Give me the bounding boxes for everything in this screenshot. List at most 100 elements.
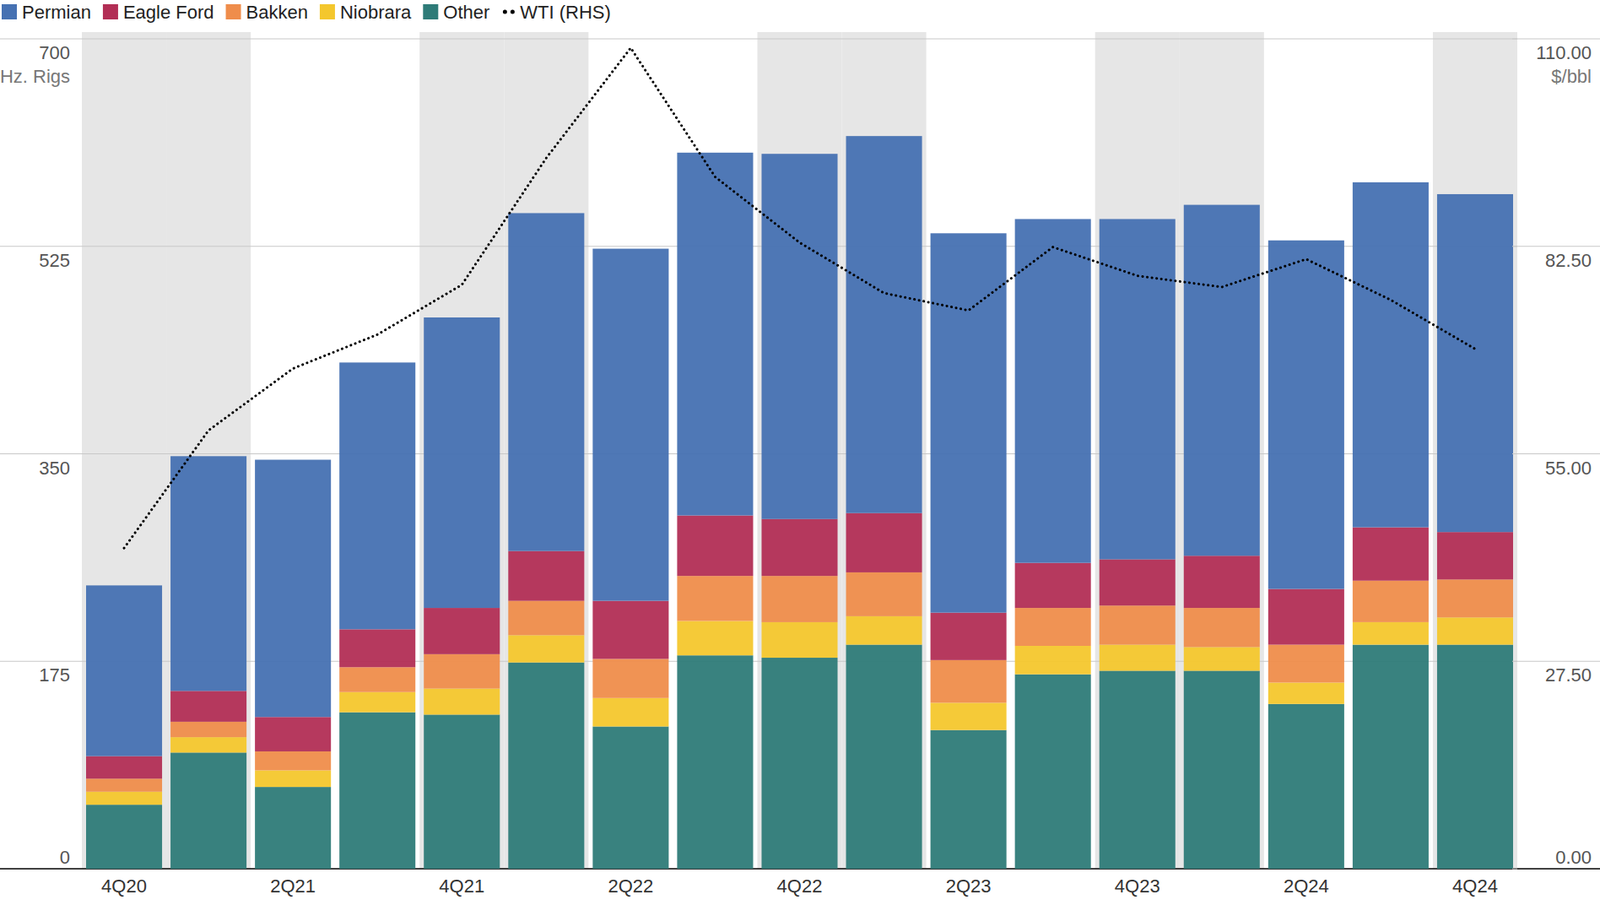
bar	[170, 721, 247, 737]
bar	[1437, 578, 1514, 617]
bar	[1437, 616, 1514, 644]
x-tick-label: 2Q22	[607, 875, 654, 897]
y-label: Hz. Rigs	[0, 65, 71, 87]
bar	[423, 713, 500, 869]
band	[419, 32, 504, 869]
legend-symbol	[510, 10, 515, 15]
legend-label: Eagle Ford	[123, 1, 215, 23]
bar	[930, 729, 1007, 869]
grid-line	[0, 38, 1600, 40]
bar	[339, 628, 416, 667]
bar	[761, 153, 838, 519]
bar	[846, 616, 923, 645]
y-tick-label: 0	[59, 846, 71, 868]
legend-label: Permian	[21, 1, 92, 23]
bar	[1352, 580, 1429, 622]
bar	[339, 666, 416, 692]
legend-symbol	[226, 4, 242, 20]
legend-label: Niobrara	[340, 1, 412, 23]
bar	[676, 515, 753, 577]
y2-tick-label: 55.00	[1545, 457, 1592, 479]
bar	[930, 659, 1007, 703]
y2-tick	[1512, 245, 1518, 247]
bar	[423, 654, 500, 689]
bar	[508, 551, 584, 601]
bar	[170, 736, 247, 752]
bar	[761, 657, 838, 869]
bar	[170, 455, 247, 691]
bar	[1015, 674, 1092, 869]
y2-tick-label: 110.00	[1535, 42, 1592, 64]
legend-symbol	[319, 4, 336, 20]
band	[166, 32, 251, 869]
y-tick-label: 700	[38, 42, 71, 64]
bar	[1099, 558, 1176, 606]
x-tick-label: 4Q21	[438, 875, 485, 897]
bar	[1183, 555, 1260, 608]
legend-label: Other	[443, 1, 490, 23]
bar	[339, 712, 416, 869]
band	[1095, 32, 1180, 869]
bar	[1352, 527, 1429, 581]
legend-symbol	[422, 4, 438, 20]
band	[756, 32, 842, 869]
bar	[86, 791, 163, 805]
bar	[254, 769, 331, 787]
bar	[254, 786, 331, 869]
bar	[423, 317, 500, 608]
bar	[254, 459, 331, 718]
y2-tick-label: 27.50	[1545, 664, 1592, 686]
bar	[508, 662, 584, 869]
bar	[1352, 182, 1429, 528]
bar	[86, 778, 163, 791]
bar	[1183, 205, 1260, 557]
bar	[846, 644, 923, 869]
x-tick-label: 4Q22	[777, 875, 823, 897]
bar	[1268, 682, 1345, 704]
bar	[339, 362, 416, 629]
y2-tick	[1512, 868, 1518, 870]
bar	[1015, 218, 1092, 563]
legend-symbol	[102, 4, 119, 20]
band	[1179, 32, 1265, 869]
bar	[761, 621, 838, 658]
legend-label: WTI (RHS)	[519, 1, 611, 23]
band	[81, 32, 167, 869]
bar	[1015, 645, 1092, 675]
x-tick-label: 2Q24	[1283, 875, 1330, 897]
bar	[846, 513, 923, 573]
band	[1432, 32, 1518, 869]
bar	[86, 584, 163, 756]
y-tick-label: 175	[38, 664, 71, 686]
x-tick-label: 4Q20	[101, 875, 147, 897]
bar	[761, 575, 838, 622]
bar	[930, 612, 1007, 660]
bar	[508, 600, 584, 636]
bar	[1268, 644, 1345, 683]
bar	[1183, 670, 1260, 869]
bar	[1268, 240, 1345, 590]
y2-label: $/bbl	[1551, 65, 1592, 87]
y2-tick	[1512, 660, 1518, 662]
bar	[846, 572, 923, 617]
bar	[761, 518, 838, 576]
bar	[1099, 605, 1176, 644]
bar	[1352, 644, 1429, 869]
y-tick-label: 525	[38, 249, 71, 271]
bar	[1015, 562, 1092, 608]
bar	[254, 751, 331, 770]
y2-tick-label: 82.50	[1545, 249, 1592, 271]
y2-tick-label: 0.00	[1555, 846, 1592, 868]
y2-tick	[1512, 38, 1518, 40]
band	[842, 32, 927, 869]
bar	[1099, 670, 1176, 869]
bar	[1437, 531, 1514, 579]
line	[124, 48, 1476, 548]
x-tick-label: 2Q23	[945, 875, 992, 897]
bar	[339, 691, 416, 713]
bar	[1099, 644, 1176, 671]
bar	[592, 658, 669, 698]
bar	[592, 248, 669, 601]
chart: 01753505257000.0027.5055.0082.50110.00Hz…	[0, 0, 1600, 900]
x-tick-label: 4Q24	[1452, 875, 1498, 897]
